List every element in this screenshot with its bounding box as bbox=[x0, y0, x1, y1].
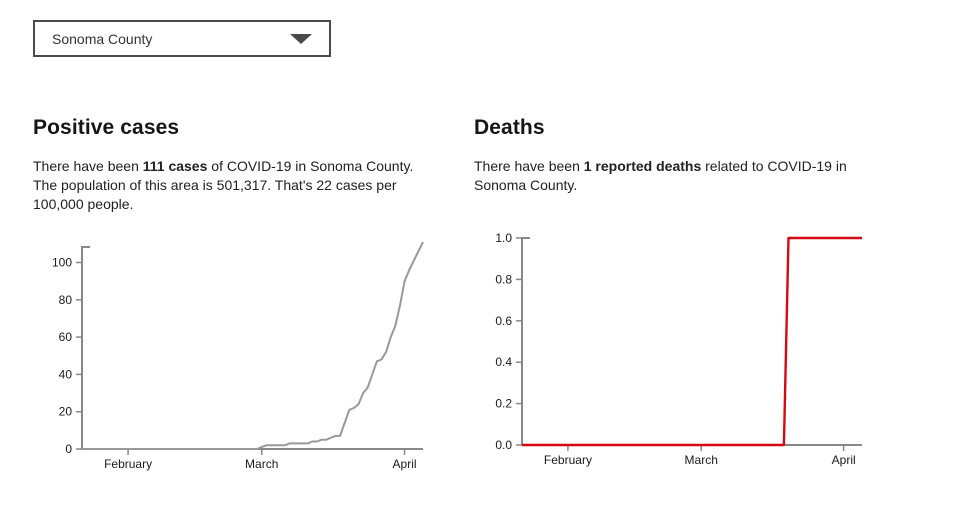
svg-text:April: April bbox=[393, 457, 417, 471]
positive-cases-chart: 0 20 40 60 80 100 February March April bbox=[52, 241, 424, 471]
svg-text:0.2: 0.2 bbox=[495, 397, 512, 411]
svg-text:20: 20 bbox=[59, 405, 73, 419]
svg-text:February: February bbox=[544, 453, 592, 467]
svg-text:60: 60 bbox=[59, 330, 73, 344]
svg-text:1.0: 1.0 bbox=[495, 231, 512, 245]
deaths-chart: 0.0 0.2 0.4 0.6 0.8 1.0 February March April bbox=[495, 231, 862, 467]
deaths-description: There have been 1 reported deaths relate… bbox=[474, 158, 847, 193]
svg-text:40: 40 bbox=[59, 367, 73, 381]
svg-text:0.8: 0.8 bbox=[495, 272, 512, 286]
svg-text:April: April bbox=[832, 453, 856, 467]
positive-cases-title: Positive cases bbox=[33, 116, 180, 139]
svg-text:100: 100 bbox=[52, 256, 72, 270]
svg-text:0.4: 0.4 bbox=[495, 355, 512, 369]
county-selector-value: Sonoma County bbox=[52, 30, 153, 47]
positive-cases-description: There have been 111 cases of COVID-19 in… bbox=[33, 158, 414, 212]
deaths-title: Deaths bbox=[474, 116, 545, 139]
svg-text:0.0: 0.0 bbox=[495, 438, 512, 452]
svg-text:March: March bbox=[685, 453, 718, 467]
svg-text:February: February bbox=[104, 457, 152, 471]
svg-text:0.6: 0.6 bbox=[495, 314, 512, 328]
svg-text:0: 0 bbox=[65, 442, 72, 456]
caret-down-icon bbox=[290, 33, 312, 44]
county-selector[interactable]: Sonoma County bbox=[33, 20, 331, 57]
svg-text:March: March bbox=[245, 457, 278, 471]
svg-text:80: 80 bbox=[59, 293, 73, 307]
